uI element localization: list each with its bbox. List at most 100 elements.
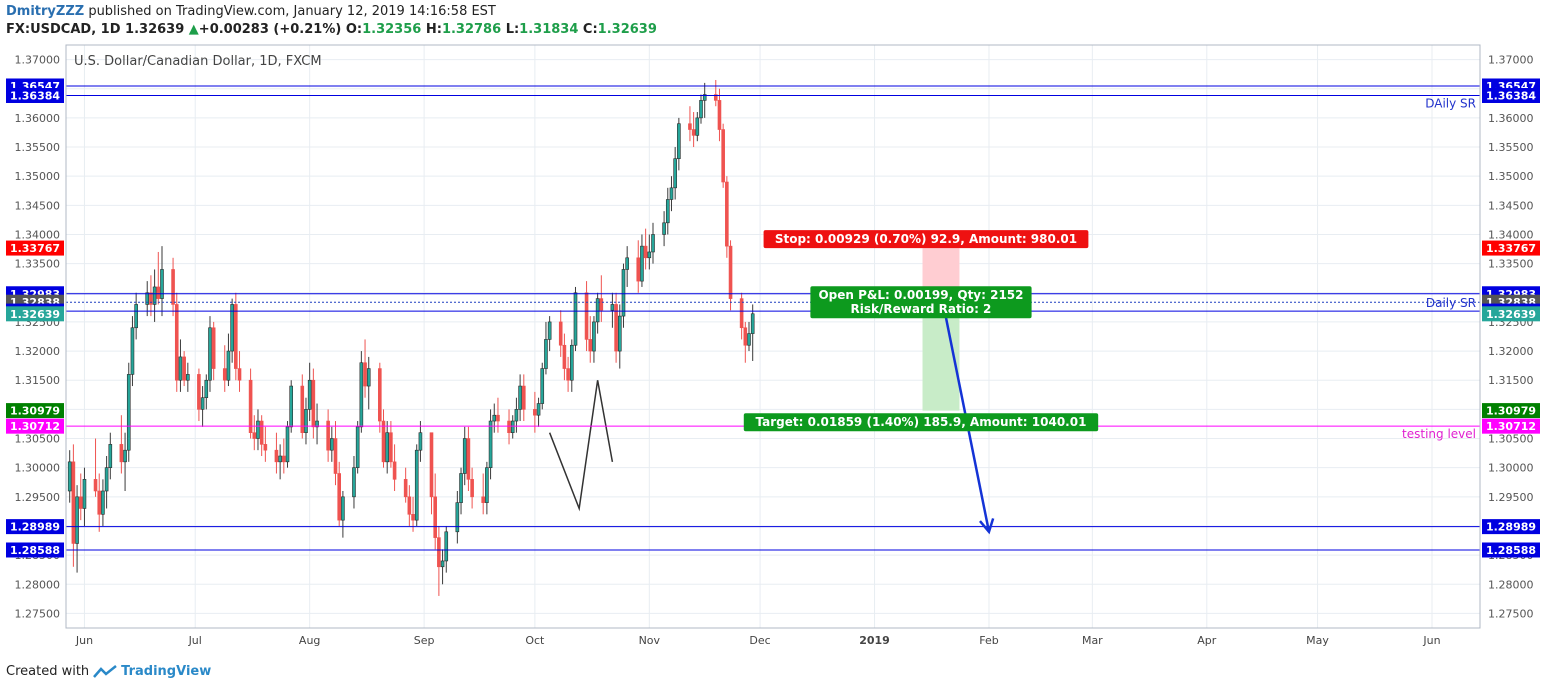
open-label: O: [345,22,363,37]
tradingview-logo-icon [93,664,117,678]
candle [702,94,707,101]
price-tag-left-text: 1.28989 [10,521,60,534]
candle [315,420,319,428]
testing-level-label: testing level [1402,427,1476,441]
created-with-label: Created with [6,664,90,679]
candle [237,368,242,381]
author-link[interactable]: DmitryZZZ [6,4,85,19]
chart-header: DmitryZZZ published on TradingView.com, … [0,0,1545,40]
candle [514,409,519,422]
candle [643,245,648,259]
publish-info: published on TradingView.com, January 12… [88,4,496,19]
candle [300,385,305,433]
y-tick-label-right: 1.35500 [1488,141,1534,154]
candle [252,432,257,439]
candle [573,292,578,346]
candle [93,479,98,492]
candle [234,304,238,369]
candle [614,304,618,352]
candle [444,531,449,562]
y-tick-label-right: 1.27500 [1488,607,1534,620]
candle [385,432,389,463]
price-tag-left [6,87,64,103]
candle [569,344,574,381]
price-tag-right-text: 1.36384 [1486,89,1536,102]
candle [359,362,364,428]
price-tag-right [1482,519,1540,535]
price-tag-left-text: 1.30712 [10,420,60,433]
candle [688,123,692,130]
candle [536,403,541,416]
y-tick-label-left: 1.28000 [15,578,61,591]
price-chart[interactable]: U.S. Dollar/Canadian Dollar, 1D, FXCM 1.2… [0,40,1545,655]
candle [721,129,725,183]
candle [186,374,190,381]
chart-footer: Created with TradingView [6,664,211,679]
candle [558,321,563,346]
candle [470,479,474,498]
candle [263,444,268,451]
candle [259,420,264,445]
candle [617,315,622,352]
candle [149,292,153,305]
candle [691,129,696,136]
publish-line: DmitryZZZ published on TradingView.com, … [6,4,496,19]
candle [337,473,342,521]
candle [665,199,670,224]
candle [418,432,423,451]
candle [743,327,748,346]
plot-area [66,45,1480,628]
zigzag-drawing [548,380,614,512]
candle [392,461,397,480]
candle [123,449,127,463]
candle [119,444,124,463]
daily-sr-label: Daily SR [1426,296,1476,310]
price-tag-left [6,306,64,322]
target-label-text: Target: 0.01859 (1.40%) 185.9, Amount: 1… [756,415,1087,429]
price-tag-left [6,542,64,558]
candle [67,461,72,492]
candle [713,94,718,101]
price-tag-right [1482,87,1540,103]
candle [699,100,703,119]
y-tick-label-right: 1.35000 [1488,170,1534,183]
ohlc-line: FX:USDCAD, 1D 1.32639 ▲+0.00283 (+0.21%)… [6,22,657,37]
chart-title: U.S. Dollar/Canadian Dollar, 1D, FXCM [74,54,322,69]
price-tag-left-text: 1.33767 [10,242,60,255]
candle [485,467,489,503]
candle [739,298,744,329]
x-tick-label: Jun [1422,634,1440,647]
candle [152,286,157,305]
price-tag-right [1482,306,1540,322]
y-tick-label-right: 1.29500 [1488,491,1534,504]
candle [97,490,102,515]
stop-label-text: Stop: 0.00929 (0.70%) 92.9, Amount: 980.… [775,232,1077,246]
candle [521,385,526,410]
candle [134,304,138,329]
candle [481,496,485,503]
x-tick-label: Oct [525,634,545,647]
candle [130,327,135,375]
candle [75,496,79,544]
candle [466,438,471,480]
price-tag-left [6,240,64,256]
y-tick-label-left: 1.35000 [15,170,61,183]
x-tick-label: Nov [639,634,661,647]
candle [256,420,260,439]
candle [492,414,497,422]
candle [82,479,87,509]
price-tag-left [6,418,64,434]
candle [178,356,183,381]
daily-sr-label: DAily SR [1425,96,1476,110]
brand-link[interactable]: TradingView [121,664,212,679]
candle [289,385,294,428]
candle [651,234,655,253]
candle [200,397,205,410]
y-tick-label-left: 1.37000 [15,54,61,67]
open-pnl-label [810,286,1032,319]
candle [621,269,626,317]
candle [355,426,360,468]
y-tick-label-left: 1.29500 [15,491,61,504]
y-tick-label-right: 1.37000 [1488,54,1534,67]
candle [725,181,729,247]
